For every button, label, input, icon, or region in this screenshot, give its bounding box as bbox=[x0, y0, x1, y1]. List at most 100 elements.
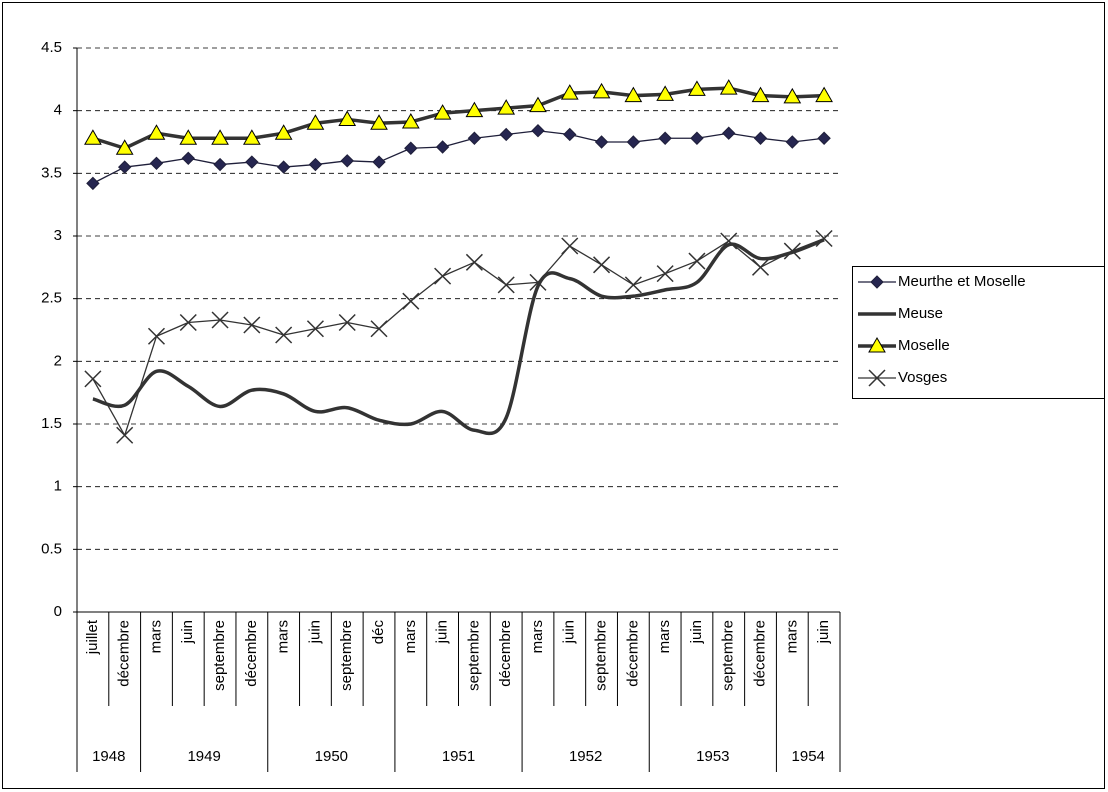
marker bbox=[817, 131, 831, 145]
marker bbox=[815, 229, 833, 248]
marker bbox=[179, 129, 198, 145]
marker bbox=[561, 237, 579, 255]
marker bbox=[274, 124, 293, 140]
marker bbox=[499, 127, 513, 142]
marker bbox=[656, 265, 674, 283]
marker bbox=[211, 311, 229, 329]
y-tick-label: 1.5 bbox=[41, 415, 62, 432]
series-line bbox=[92, 237, 825, 436]
marker bbox=[306, 114, 325, 130]
marker bbox=[243, 316, 261, 334]
marker bbox=[401, 112, 420, 129]
marker bbox=[656, 85, 675, 101]
y-tick-label: 3.5 bbox=[41, 164, 62, 181]
marker bbox=[783, 87, 802, 104]
marker bbox=[868, 369, 886, 387]
marker bbox=[276, 160, 291, 174]
marker bbox=[497, 276, 515, 294]
marker bbox=[870, 275, 884, 289]
marker bbox=[147, 124, 166, 140]
x-group-label: 1951 bbox=[442, 748, 475, 765]
marker bbox=[435, 140, 450, 154]
y-tick-label: 4 bbox=[54, 102, 62, 119]
x-group-label: 1954 bbox=[792, 748, 825, 765]
x-tick-label: juillet bbox=[84, 619, 101, 655]
marker bbox=[529, 273, 547, 291]
x-tick-label: déc bbox=[370, 620, 387, 645]
y-tick-label: 4.5 bbox=[41, 39, 62, 56]
x-tick-label: septembre bbox=[338, 620, 355, 691]
marker bbox=[433, 104, 452, 120]
marker bbox=[179, 313, 197, 332]
marker bbox=[115, 139, 134, 155]
marker bbox=[465, 101, 484, 118]
marker bbox=[338, 313, 356, 332]
marker bbox=[84, 129, 102, 145]
y-tick-label: 0 bbox=[54, 603, 62, 620]
x-group-label: 1949 bbox=[187, 748, 220, 765]
y-tick-label: 2.5 bbox=[41, 290, 62, 307]
x-group-label: 1948 bbox=[92, 748, 125, 765]
x-tick-label: juin bbox=[179, 620, 196, 644]
marker bbox=[372, 155, 386, 169]
marker bbox=[340, 154, 354, 168]
y-tick-label: 1 bbox=[54, 478, 62, 495]
x-tick-label: juin bbox=[815, 620, 832, 644]
x-group-label: 1952 bbox=[569, 748, 602, 765]
x-group-label: 1953 bbox=[696, 748, 729, 765]
x-tick-label: juin bbox=[434, 620, 451, 644]
series-line bbox=[92, 86, 825, 151]
x-tick-label: décembre bbox=[624, 620, 641, 687]
marker bbox=[116, 426, 134, 444]
marker bbox=[181, 151, 195, 166]
marker bbox=[370, 320, 388, 338]
marker bbox=[658, 131, 672, 145]
marker bbox=[404, 141, 418, 155]
x-tick-label: juin bbox=[306, 620, 323, 644]
marker bbox=[306, 320, 324, 338]
marker bbox=[592, 82, 611, 99]
marker bbox=[434, 267, 452, 285]
marker bbox=[783, 242, 801, 260]
marker bbox=[467, 131, 482, 145]
marker bbox=[338, 110, 357, 126]
marker bbox=[531, 124, 545, 138]
x-tick-label: mars bbox=[402, 620, 419, 653]
marker bbox=[465, 253, 483, 271]
x-tick-label: décembre bbox=[751, 620, 768, 687]
marker bbox=[402, 292, 420, 310]
marker bbox=[242, 129, 261, 145]
marker bbox=[117, 160, 132, 174]
x-tick-label: septembre bbox=[211, 620, 228, 691]
marker bbox=[560, 84, 579, 100]
marker bbox=[308, 157, 323, 172]
marker bbox=[147, 327, 166, 345]
marker bbox=[719, 79, 738, 95]
marker bbox=[275, 326, 293, 344]
marker bbox=[593, 256, 611, 274]
x-tick-label: mars bbox=[147, 620, 164, 653]
x-tick-label: septembre bbox=[593, 620, 610, 691]
marker bbox=[563, 127, 577, 142]
marker bbox=[245, 155, 259, 169]
marker bbox=[720, 232, 738, 250]
marker bbox=[213, 157, 227, 172]
marker bbox=[868, 336, 886, 353]
x-tick-label: mars bbox=[275, 620, 292, 653]
legend-label: Meuse bbox=[898, 305, 943, 322]
marker bbox=[370, 114, 388, 130]
x-tick-label: décembre bbox=[243, 620, 260, 687]
y-tick-label: 0.5 bbox=[41, 540, 62, 557]
marker bbox=[751, 258, 770, 276]
y-tick-label: 2 bbox=[54, 352, 62, 369]
marker bbox=[497, 99, 516, 115]
marker bbox=[624, 276, 642, 294]
marker bbox=[211, 129, 229, 145]
marker bbox=[626, 135, 641, 149]
marker bbox=[753, 131, 768, 145]
x-tick-label: mars bbox=[783, 620, 800, 653]
x-tick-label: décembre bbox=[497, 620, 514, 687]
marker bbox=[529, 96, 547, 113]
marker bbox=[594, 135, 609, 149]
x-tick-label: décembre bbox=[116, 620, 133, 687]
